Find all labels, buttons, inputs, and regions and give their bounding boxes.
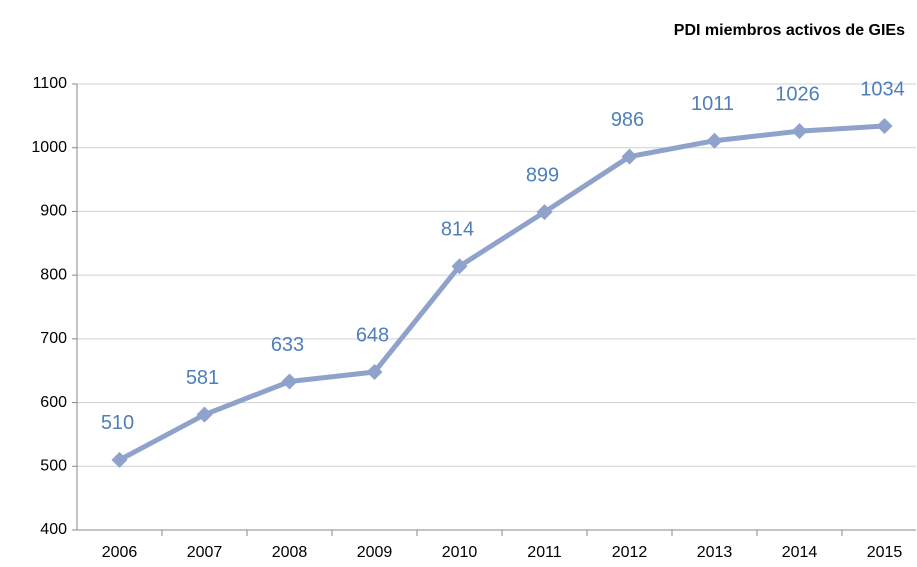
data-label: 814 [441,219,474,241]
marker [791,123,808,140]
y-tick-label: 1000 [31,139,67,156]
y-tick-label: 800 [40,266,67,283]
y-tick-label: 400 [40,521,67,538]
marker [281,373,298,390]
marker [111,451,128,468]
marker [621,148,638,165]
data-label: 648 [356,324,389,346]
y-tick-label: 500 [40,458,67,475]
x-tick-label: 2014 [782,544,818,561]
marker [366,363,383,380]
x-tick-label: 2013 [697,544,733,561]
y-tick-label: 1100 [33,75,68,92]
x-tick-label: 2009 [357,544,393,561]
chart-title: PDI miembros activos de GIEs [674,22,905,39]
marker [451,258,468,275]
marker [876,118,893,135]
series-line [118,123,885,463]
data-label: 986 [611,109,644,131]
x-tick-label: 2006 [102,544,138,561]
marker [536,204,553,221]
data-label: 1011 [691,93,734,115]
marker [706,132,723,149]
x-tick-label: 2007 [187,544,223,561]
x-tick-label: 2008 [272,544,308,561]
y-tick-label: 700 [40,330,67,347]
data-label: 510 [101,412,134,434]
data-label: 899 [526,164,559,186]
x-tick-label: 2011 [527,544,562,561]
x-tick-label: 2015 [867,544,903,561]
data-label: 633 [271,334,304,356]
x-tick-label: 2012 [612,544,648,561]
y-tick-label: 900 [40,203,67,220]
x-tick-label: 2010 [442,544,478,561]
data-label: 1026 [775,83,820,105]
y-tick-label: 600 [40,394,67,411]
data-label: 1034 [860,78,905,100]
data-label: 581 [186,367,219,389]
marker [196,406,213,423]
